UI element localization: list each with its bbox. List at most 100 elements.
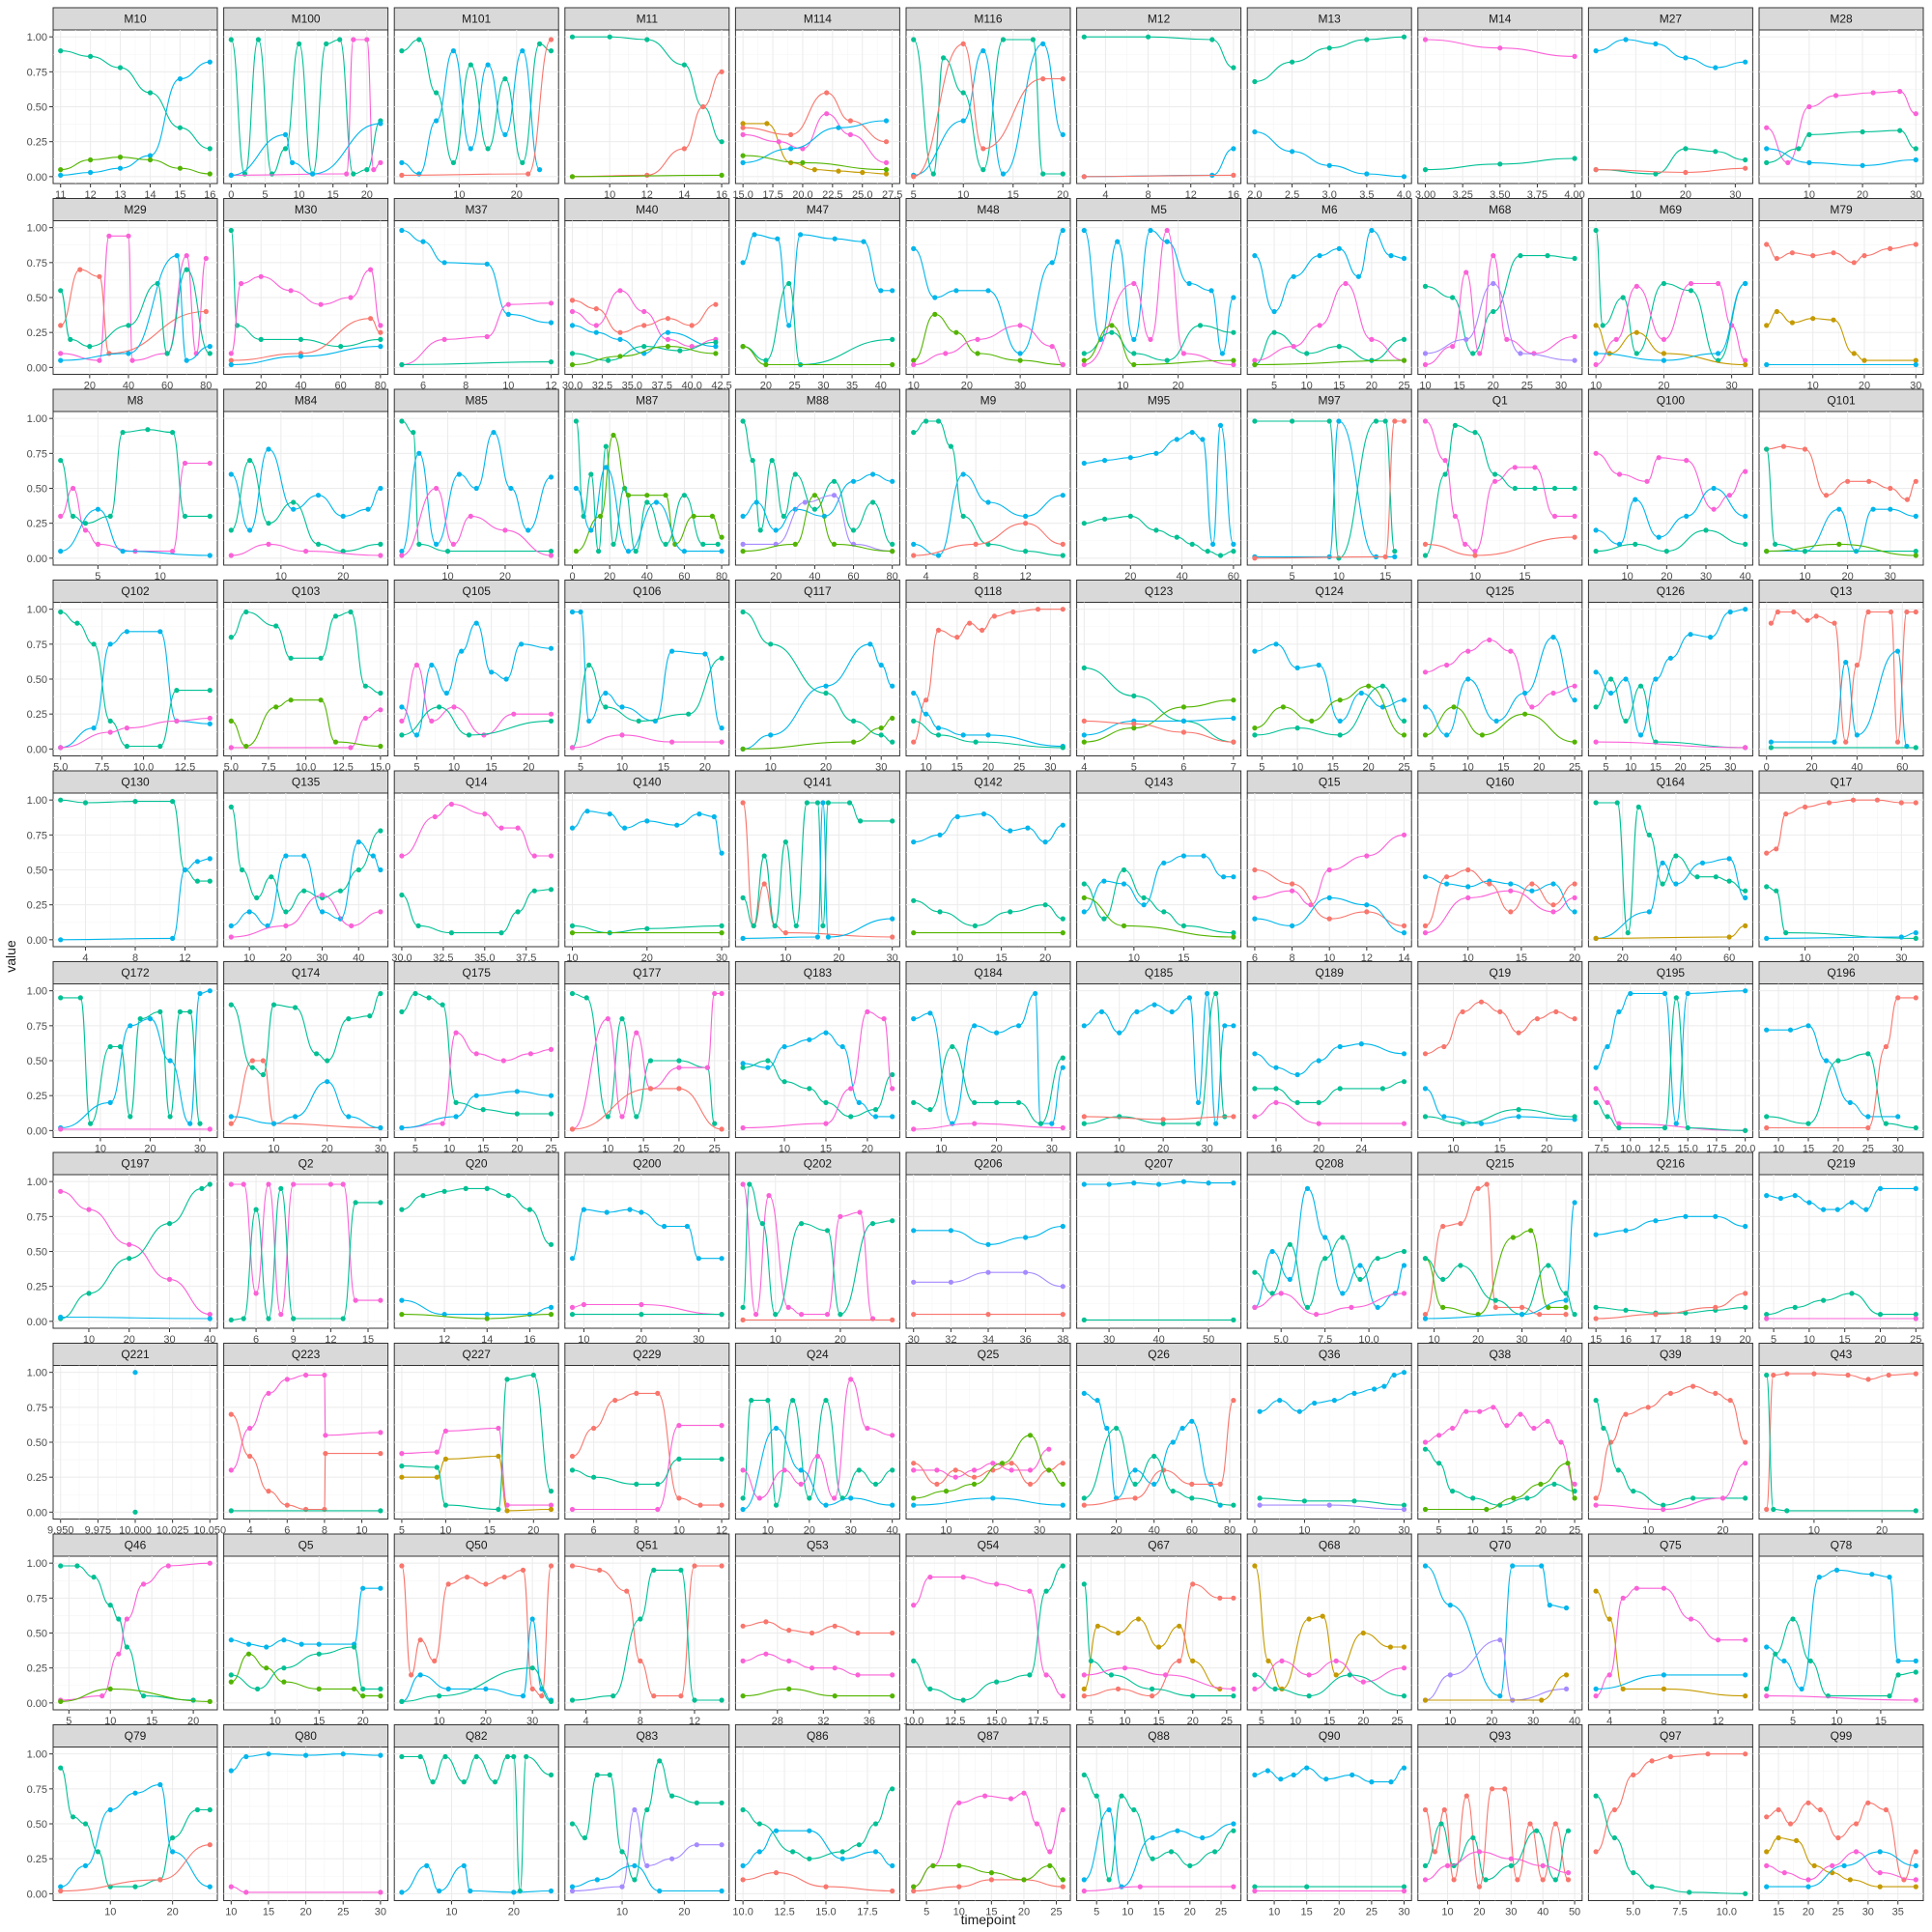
data-point xyxy=(692,1697,697,1703)
data-point xyxy=(399,892,405,898)
data-point xyxy=(480,1107,486,1113)
data-point xyxy=(719,1502,724,1508)
data-point xyxy=(768,641,774,647)
data-point xyxy=(883,159,890,165)
data-point xyxy=(617,354,623,359)
data-point xyxy=(865,1425,870,1432)
data-point xyxy=(255,37,261,43)
data-point xyxy=(1440,1223,1446,1230)
data-point xyxy=(890,541,895,548)
series-line xyxy=(743,1688,893,1697)
data-point xyxy=(719,1126,724,1132)
data-point xyxy=(228,361,234,368)
data-point xyxy=(719,534,724,540)
data-point xyxy=(520,1567,526,1573)
y-tick-label: 0.25 xyxy=(27,327,47,339)
data-point xyxy=(1186,995,1192,1001)
data-point xyxy=(1608,676,1614,682)
data-point xyxy=(1465,867,1471,873)
y-tick-label: 1.00 xyxy=(27,1368,47,1379)
data-point xyxy=(1764,323,1770,328)
data-point xyxy=(74,1563,80,1569)
data-point xyxy=(1537,1312,1543,1318)
series-line xyxy=(913,992,1064,1124)
data-point xyxy=(434,1474,440,1480)
data-point xyxy=(1422,37,1429,43)
series-line xyxy=(572,174,723,178)
data-point xyxy=(1572,697,1577,703)
data-point xyxy=(1497,1502,1503,1508)
data-point xyxy=(434,1464,440,1470)
data-point xyxy=(1401,255,1407,262)
data-point xyxy=(960,513,966,520)
data-point xyxy=(980,627,985,634)
data-point xyxy=(890,1433,895,1438)
facet-title: Q26 xyxy=(1148,1348,1170,1361)
data-point xyxy=(1813,613,1819,619)
data-point xyxy=(1635,804,1641,810)
data-point xyxy=(712,990,718,997)
data-point xyxy=(1764,1193,1770,1199)
data-point xyxy=(1613,336,1619,342)
data-point xyxy=(1663,549,1669,554)
data-point xyxy=(799,1221,805,1227)
data-point xyxy=(1252,1269,1258,1275)
data-point xyxy=(1661,1502,1666,1508)
data-point xyxy=(911,1502,917,1508)
data-point xyxy=(1081,1181,1087,1187)
series-line xyxy=(1766,1695,1917,1701)
data-point xyxy=(282,131,289,137)
facet-title: Q118 xyxy=(975,584,1003,598)
y-tick-label: 0.50 xyxy=(27,1437,47,1449)
data-point xyxy=(1601,1425,1606,1432)
data-point xyxy=(91,641,97,647)
data-point xyxy=(846,800,853,806)
data-point xyxy=(288,655,294,661)
data-point xyxy=(824,111,830,117)
data-point xyxy=(207,513,213,520)
data-point xyxy=(1477,351,1483,356)
data-point xyxy=(1667,1390,1673,1396)
data-point xyxy=(1685,990,1690,997)
data-point xyxy=(985,1312,991,1318)
y-tick-label: 0.00 xyxy=(27,1317,47,1328)
data-point xyxy=(291,1316,297,1321)
data-point xyxy=(548,359,554,365)
data-point xyxy=(378,867,384,873)
data-point xyxy=(1060,76,1065,82)
data-point xyxy=(1713,1304,1719,1310)
data-point xyxy=(1358,690,1364,696)
data-point xyxy=(298,336,303,342)
data-point xyxy=(266,1181,271,1187)
data-point xyxy=(1337,732,1343,738)
data-point xyxy=(207,988,213,994)
data-point xyxy=(1081,1114,1087,1120)
data-point xyxy=(569,745,576,751)
data-point xyxy=(719,655,724,661)
data-point xyxy=(1726,856,1732,862)
data-point xyxy=(1450,295,1456,300)
data-point xyxy=(325,1079,330,1085)
data-point xyxy=(1484,1181,1490,1187)
facet-title: Q160 xyxy=(1486,776,1515,789)
series-line xyxy=(572,346,716,366)
data-point xyxy=(483,1686,489,1691)
data-point xyxy=(378,1430,384,1435)
data-point xyxy=(911,1658,917,1663)
data-point xyxy=(569,1453,576,1460)
data-point xyxy=(772,923,778,929)
data-point xyxy=(1683,1213,1689,1219)
series-line xyxy=(743,346,893,366)
data-point xyxy=(954,813,960,820)
data-point xyxy=(283,853,289,859)
data-point xyxy=(170,430,176,436)
data-point xyxy=(713,344,719,350)
data-point xyxy=(740,125,746,130)
data-point xyxy=(484,261,490,267)
data-point xyxy=(1532,485,1538,492)
data-point xyxy=(1866,478,1872,484)
data-point xyxy=(1634,351,1639,356)
data-point xyxy=(1306,1672,1312,1678)
data-point xyxy=(823,1398,829,1404)
